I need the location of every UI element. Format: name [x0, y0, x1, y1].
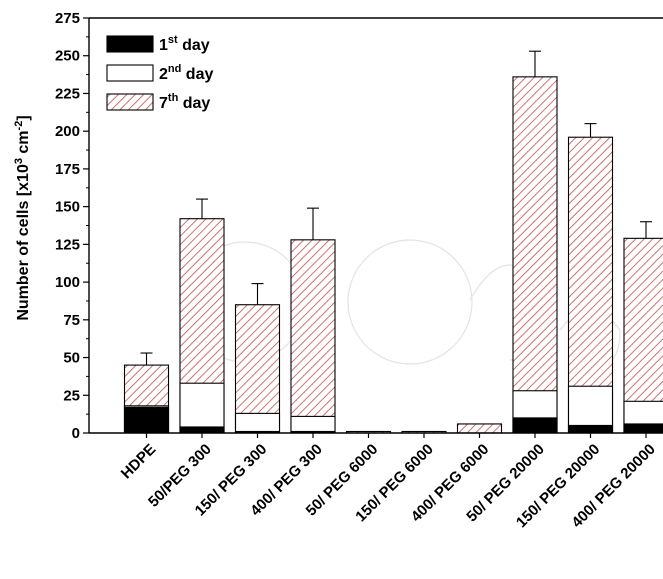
bar-day7: [512, 76, 558, 433]
y-tick-label: 100: [55, 274, 80, 291]
bar-day7: [567, 136, 614, 433]
bar-group: [567, 123, 614, 433]
y-tick-label: 200: [55, 123, 80, 140]
bar-group: [623, 221, 663, 433]
y-tick-label: 275: [55, 10, 80, 27]
y-tick-label: 250: [55, 48, 80, 65]
plot-area: [123, 50, 663, 433]
y-tick-label: 225: [55, 85, 80, 102]
legend: 1st day 2nd day 7th day: [106, 34, 213, 112]
bar-day7: [234, 304, 281, 433]
y-tick-label: 0: [72, 425, 80, 442]
y-tick-label: 75: [63, 312, 80, 329]
bar-group: [456, 423, 503, 433]
bar-group: [179, 198, 225, 433]
bar-day1: [623, 423, 663, 433]
y-tick-label: 50: [63, 350, 80, 367]
y-tick-label: 150: [55, 199, 80, 216]
y-axis-title: Number of cells [x103 cm-2]: [13, 115, 32, 320]
bar-day7: [290, 239, 336, 433]
legend-label: 7th day: [159, 92, 210, 112]
legend-label: 2nd day: [159, 63, 213, 83]
bar-day2: [179, 382, 225, 433]
bar-group: [512, 50, 558, 433]
bar-day2: [234, 412, 281, 433]
bar-day7: [623, 237, 663, 433]
bar-group: [234, 283, 281, 433]
legend-swatch-day2: [106, 64, 154, 82]
bar-day1: [512, 417, 558, 433]
y-tick-label: 175: [55, 161, 80, 178]
legend-label: 1st day: [159, 34, 210, 54]
bar-day7: [456, 423, 503, 433]
bar-day1: [567, 424, 614, 433]
x-tick-label: HDPE: [118, 441, 159, 482]
bar-group: [290, 207, 336, 433]
bar-group: [123, 352, 170, 433]
y-tick-label: 25: [63, 387, 80, 404]
bar-day1: [123, 406, 170, 433]
bar-day2: [290, 415, 336, 433]
legend-swatch-day7: [106, 93, 154, 111]
legend-swatch-day1: [106, 35, 154, 53]
bar-day1: [179, 426, 225, 433]
y-tick-label: 125: [55, 236, 80, 253]
